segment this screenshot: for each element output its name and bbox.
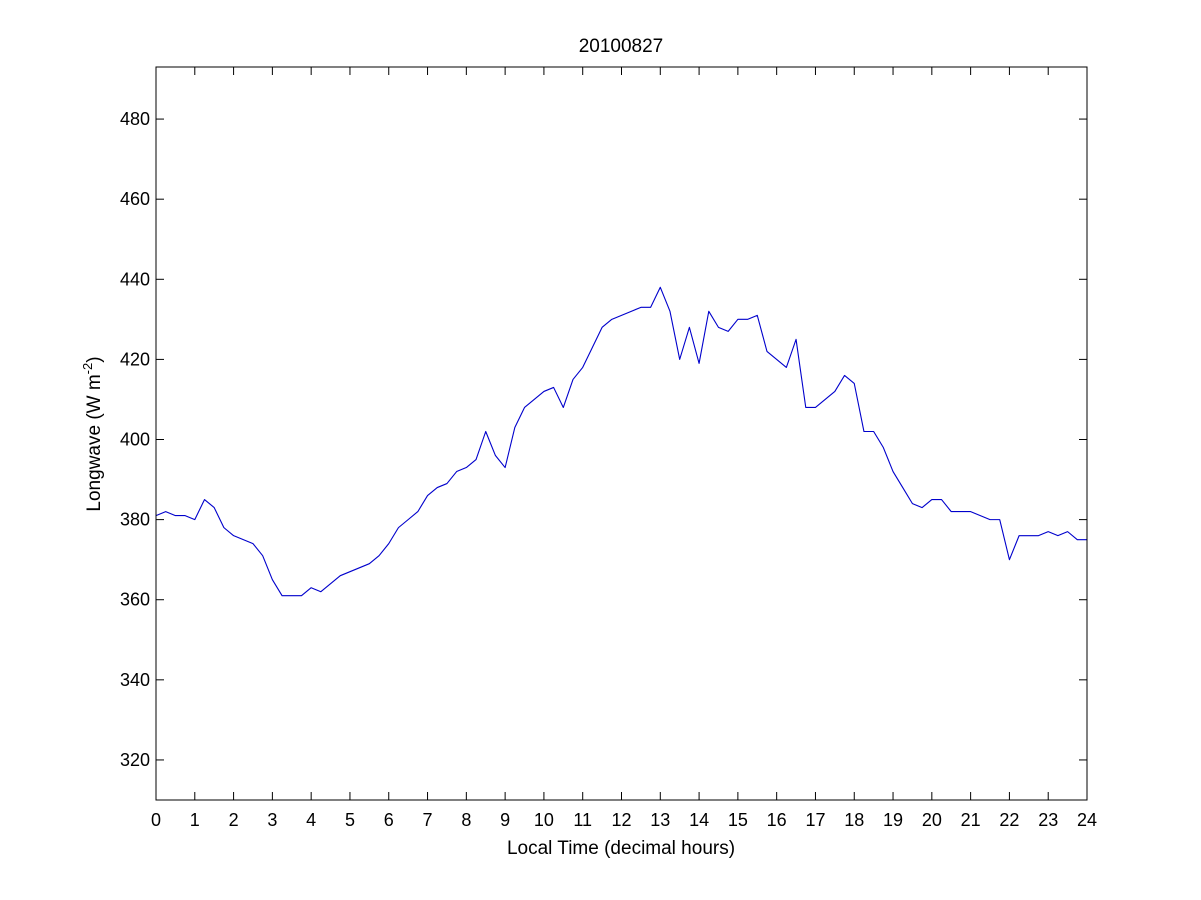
y-tick-label: 440 — [120, 269, 150, 289]
plot-area: 0 1 2 3 4 5 6 7 8 9 10 11 12 13 14 15 16 17 18 19 20 21 22 23 24… — [120, 66, 1097, 830]
x-tick-label: 19 — [883, 810, 903, 830]
x-tick-label: 11 — [573, 810, 592, 830]
y-axis-label-superscript: -2 — [80, 363, 95, 375]
y-axis-label-close: ) — [84, 356, 105, 362]
x-tick-label: 3 — [267, 810, 277, 830]
y-tick-label: 380 — [120, 510, 150, 530]
y-tick-label: 420 — [120, 349, 150, 369]
x-tick-label: 7 — [423, 810, 433, 830]
y-tick-label: 480 — [120, 109, 150, 129]
x-tick-label: 15 — [728, 810, 748, 830]
x-tick-label: 6 — [384, 810, 394, 830]
x-tick-label: 13 — [650, 810, 670, 830]
x-tick-label: 23 — [1038, 810, 1058, 830]
x-tick-label: 5 — [345, 810, 355, 830]
x-tick-label: 24 — [1077, 810, 1097, 830]
y-tick-label: 340 — [120, 670, 150, 690]
x-tick-label: 1 — [190, 810, 200, 830]
chart-title: 20100827 — [579, 36, 664, 57]
x-tick-label: 10 — [534, 810, 554, 830]
x-tick-label: 4 — [306, 810, 316, 830]
x-tick-label: 17 — [805, 810, 825, 830]
x-tick-label: 2 — [229, 810, 239, 830]
x-tick-label: 22 — [999, 810, 1019, 830]
x-tick-label: 9 — [500, 810, 510, 830]
plot-frame — [155, 66, 1088, 801]
x-tick-label: 16 — [767, 810, 787, 830]
x-tick-label: 21 — [961, 810, 981, 830]
x-tick-label: 18 — [844, 810, 864, 830]
y-tick-label: 320 — [120, 750, 150, 770]
y-tick-label: 460 — [120, 189, 150, 209]
x-tick-label: 0 — [151, 810, 161, 830]
y-tick-label: 400 — [120, 430, 150, 450]
y-tick-label: 360 — [120, 590, 150, 610]
x-axis-label: Local Time (decimal hours) — [507, 838, 735, 859]
series-line — [155, 286, 1087, 597]
x-tick-label: 12 — [611, 810, 631, 830]
y-axis-label: Longwave (W m-2) — [80, 356, 105, 511]
x-tick-label: 20 — [922, 810, 942, 830]
x-tick-label: 8 — [461, 810, 471, 830]
plot-background — [156, 67, 1087, 800]
x-tick-label: 14 — [689, 810, 709, 830]
y-axis-label-main: Longwave (W m — [84, 374, 105, 511]
